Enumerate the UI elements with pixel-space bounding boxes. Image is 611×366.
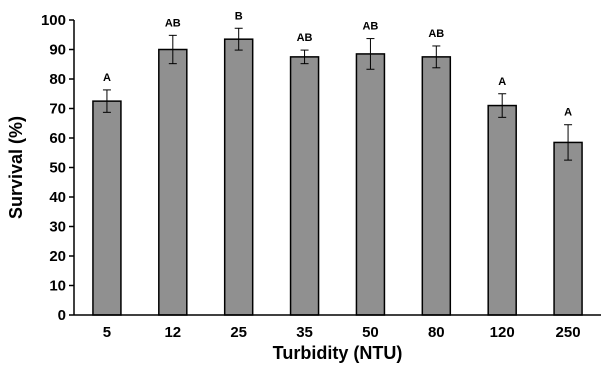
bar [289, 56, 320, 316]
y-tick-label: 80 [49, 71, 66, 88]
y-tick-label: 10 [49, 278, 66, 295]
x-tick-label: 250 [556, 324, 581, 341]
error-bars [102, 27, 573, 161]
significance-label: A [103, 72, 111, 84]
y-tick-label: 50 [49, 160, 66, 177]
x-axis-ticks: 5 12 25 35 50 80 120 250 [103, 324, 581, 341]
significance-label: A [564, 107, 572, 119]
y-axis-title: Survival (%) [6, 116, 26, 219]
significance-label: A [498, 76, 506, 88]
x-tick-label: 25 [230, 324, 247, 341]
bar [158, 48, 188, 316]
bar [223, 38, 254, 316]
y-tick-label: 30 [49, 219, 66, 236]
x-tick-label: 12 [164, 324, 181, 341]
x-tick-label: 120 [490, 324, 515, 341]
y-tick-label: 90 [49, 42, 66, 59]
y-axis-ticks: 0 10 20 30 40 50 60 70 80 90 100 [41, 12, 74, 324]
significance-labels: A AB B AB AB AB A A [103, 10, 572, 118]
x-tick-label: 35 [296, 324, 313, 341]
bar [487, 104, 517, 316]
bar [92, 100, 122, 316]
significance-label: AB [362, 21, 378, 33]
x-tick-label: 50 [362, 324, 379, 341]
x-tick-label: 5 [103, 324, 111, 341]
bar [553, 141, 583, 316]
significance-label: AB [297, 32, 313, 44]
y-tick-label: 60 [49, 130, 66, 147]
y-tick-label: 40 [49, 189, 66, 206]
significance-label: AB [165, 17, 181, 29]
significance-label: AB [428, 28, 444, 40]
bars [92, 38, 583, 316]
y-tick-label: 100 [41, 12, 66, 29]
x-tick-label: 80 [428, 324, 445, 341]
bar [355, 53, 386, 316]
y-tick-label: 20 [49, 248, 66, 265]
bar [421, 56, 452, 316]
y-tick-label: 70 [49, 101, 66, 118]
x-axis-title: Turbidity (NTU) [273, 343, 403, 363]
significance-label: B [235, 10, 243, 22]
y-tick-label: 0 [58, 307, 66, 324]
